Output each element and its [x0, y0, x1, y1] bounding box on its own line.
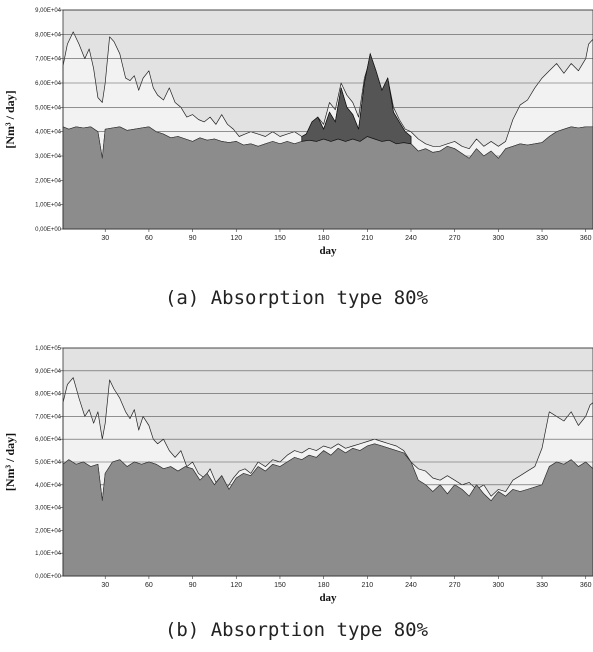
y-tick-label: 6,00E+04 [35, 81, 62, 87]
x-tick-label: 180 [318, 582, 330, 589]
y-tick-label: 9,00E+04 [35, 369, 62, 375]
chart-b-container: 0,00E+00 1,00E+04 2,00E+04 3,00E+04 4,00E+04… [0, 338, 593, 652]
x-tick-label: 210 [361, 235, 373, 242]
y-tick-label: 8,00E+04 [35, 32, 62, 38]
y-tick-label: 9,00E+04 [35, 8, 62, 14]
y-tick-label: 7,00E+04 [35, 414, 62, 420]
x-tick-label: 60 [145, 235, 153, 242]
y-tick-label: 0,00E+00 [35, 227, 62, 233]
plot-frame [62, 9, 593, 230]
x-tick-label: 180 [318, 235, 330, 242]
chart-a-container: 0,00E+00 1,00E+04 2,00E+04 3,00E+04 4,00E+04… [3, 8, 593, 309]
x-tick-label: 240 [405, 235, 417, 242]
x-tick-label: 30 [101, 235, 109, 242]
x-tick-label: 90 [189, 582, 197, 589]
x-tick-label: 90 [189, 235, 197, 242]
y-tick-label: 3,00E+04 [35, 506, 62, 512]
y-tick-label: 5,00E+04 [35, 105, 62, 111]
y-tick-label: 2,00E+04 [35, 528, 62, 534]
y-axis-label: [Nm³ / day] [3, 90, 17, 148]
x-tick-label: 330 [536, 582, 548, 589]
y-tick-label: 8,00E+04 [35, 392, 62, 398]
x-axis-label: day [319, 592, 337, 604]
y-tick-label: 1,00E+04 [35, 551, 62, 557]
x-tick-label: 360 [580, 235, 592, 242]
x-tick-label: 360 [580, 582, 592, 589]
x-tick-label: 30 [101, 582, 109, 589]
chart-a: 0,00E+00 1,00E+04 2,00E+04 3,00E+04 4,00E+04… [3, 8, 593, 257]
x-tick-label: 150 [274, 235, 286, 242]
y-tick-label: 4,00E+04 [35, 130, 62, 136]
chart-b: 0,00E+00 1,00E+04 2,00E+04 3,00E+04 4,00E+04… [3, 346, 593, 604]
y-tick-label: 7,00E+04 [35, 57, 62, 63]
x-tick-label: 150 [274, 582, 286, 589]
y-tick-label: 1,00E+04 [35, 203, 62, 209]
x-axis-label: day [319, 245, 337, 257]
x-tick-label: 240 [405, 582, 417, 589]
x-tick-label: 300 [493, 235, 505, 242]
x-tick-label: 270 [449, 235, 461, 242]
y-tick-label: 3,00E+04 [35, 154, 62, 160]
chart-b-caption: (b) Absorption type 80% [164, 619, 429, 641]
y-tick-label: 6,00E+04 [35, 437, 62, 443]
x-tick-label: 270 [449, 582, 461, 589]
y-tick-label: 2,00E+04 [35, 178, 62, 184]
x-tick-label: 210 [361, 582, 373, 589]
x-tick-label: 120 [230, 582, 242, 589]
y-tick-label: 4,00E+04 [35, 483, 62, 489]
x-tick-label: 60 [145, 582, 153, 589]
series-area-dark-peak-front [301, 52, 412, 145]
y-tick-label: 0,00E+00 [35, 574, 62, 580]
x-tick-label: 330 [536, 235, 548, 242]
x-tick-label: 120 [230, 235, 242, 242]
y-tick-label: 5,00E+04 [35, 460, 62, 466]
y-axis-label: [Nm³ / day] [3, 433, 17, 491]
y-tick-label: 1,00E+05 [35, 346, 62, 352]
series-area-base-front [62, 443, 593, 577]
chart-a-caption: (a) Absorption type 80% [164, 287, 429, 309]
x-tick-label: 300 [493, 582, 505, 589]
